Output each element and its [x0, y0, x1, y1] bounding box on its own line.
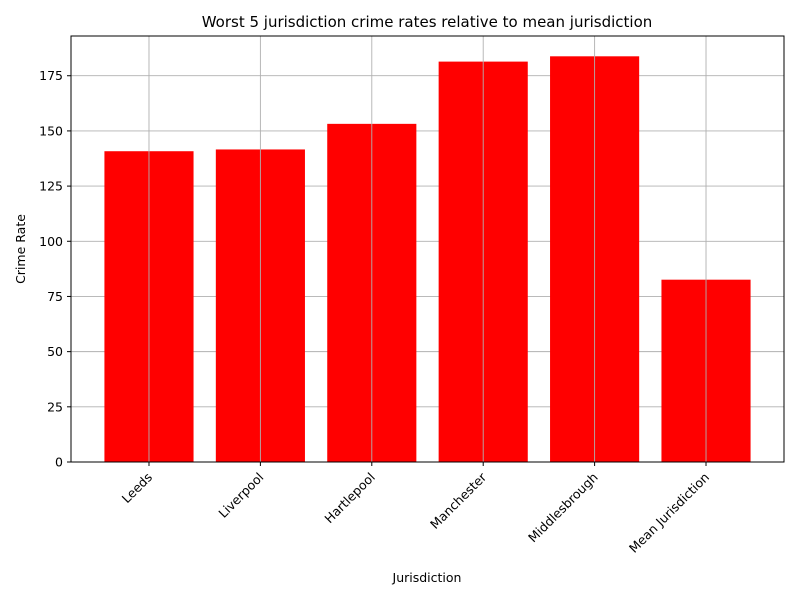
x-grid-layer [148, 36, 707, 462]
bar-layer [104, 56, 751, 463]
x-tick-label: Leeds [119, 470, 155, 506]
x-axis-label: Jurisdiction [392, 570, 462, 585]
x-tick-label: Mean Jurisdiction [626, 470, 712, 556]
x-axis: Leeds Liverpool Hartlepool Manchester Middle… [119, 462, 712, 556]
x-tick-label: Manchester [427, 469, 490, 532]
y-tick-label: 25 [47, 399, 63, 414]
y-tick-label: 75 [47, 289, 63, 304]
chart-title: Worst 5 jurisdiction crime rates relativ… [202, 13, 653, 31]
y-tick-label: 50 [47, 344, 63, 359]
y-axis: 0 25 50 75 100 125 150 175 [39, 68, 71, 470]
y-tick-label: 0 [55, 455, 63, 470]
y-tick-label: 125 [39, 179, 63, 194]
x-tick-label: Middlesbrough [525, 470, 601, 546]
y-tick-label: 100 [39, 234, 63, 249]
y-tick-label: 175 [39, 68, 63, 83]
y-axis-label: Crime Rate [13, 214, 28, 284]
x-tick-label: Liverpool [215, 470, 266, 521]
y-tick-label: 150 [39, 123, 63, 138]
plot-frame [70, 35, 785, 463]
x-tick-label: Hartlepool [321, 470, 378, 527]
